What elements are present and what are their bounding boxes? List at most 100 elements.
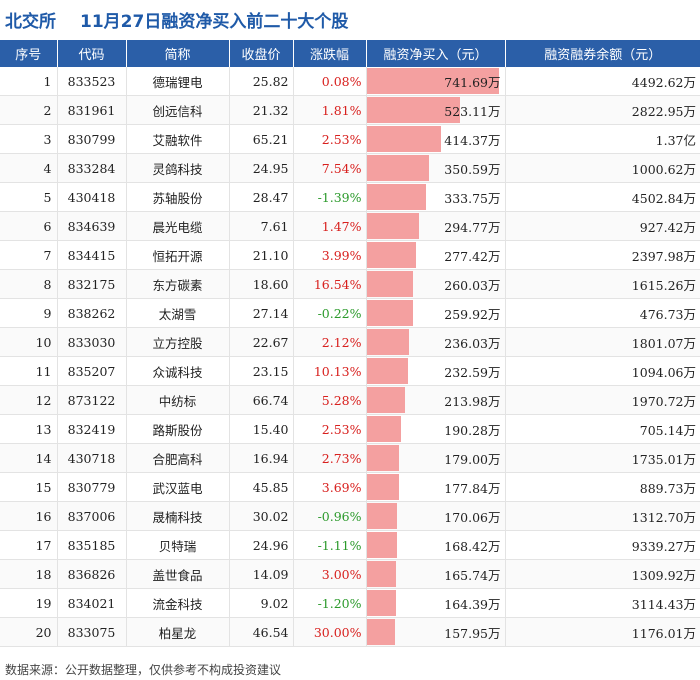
change-percent: 2.53% bbox=[293, 414, 367, 444]
brand-label: 北交所 bbox=[5, 12, 56, 32]
row-index: 18 bbox=[0, 559, 58, 589]
stock-code: 832419 bbox=[57, 414, 127, 444]
net-buy-cell: 260.03万 bbox=[366, 269, 506, 299]
stock-name: 流金科技 bbox=[126, 588, 230, 618]
net-buy-cell: 523.11万 bbox=[366, 95, 506, 125]
row-index: 5 bbox=[0, 182, 58, 212]
stock-name: 路斯股份 bbox=[126, 414, 230, 444]
change-percent: -1.39% bbox=[293, 182, 367, 212]
net-buy-cell: 190.28万 bbox=[366, 414, 506, 444]
stock-code: 873122 bbox=[57, 385, 127, 415]
row-index: 7 bbox=[0, 240, 58, 270]
row-index: 12 bbox=[0, 385, 58, 415]
close-price: 15.40 bbox=[229, 414, 294, 444]
net-buy-cell: 414.37万 bbox=[366, 124, 506, 154]
stock-name: 恒拓开源 bbox=[126, 240, 230, 270]
net-buy-bar bbox=[366, 358, 408, 384]
stock-name: 灵鸽科技 bbox=[126, 153, 230, 183]
net-buy-bar bbox=[366, 97, 460, 123]
row-index: 13 bbox=[0, 414, 58, 444]
net-buy-bar bbox=[366, 155, 429, 181]
stock-code: 830779 bbox=[57, 472, 127, 502]
margin-balance: 9339.27万 bbox=[505, 530, 700, 560]
stock-code: 430718 bbox=[57, 443, 127, 473]
stock-code: 834021 bbox=[57, 588, 127, 618]
stock-code: 835207 bbox=[57, 356, 127, 386]
col-header-name: 简称 bbox=[126, 40, 230, 67]
net-buy-bar bbox=[366, 590, 396, 616]
net-buy-value: 165.74万 bbox=[444, 567, 501, 583]
net-buy-value: 157.95万 bbox=[444, 625, 501, 641]
table-row: 7 834415 恒拓开源 21.10 3.99% 277.42万 2397.98万 bbox=[0, 240, 700, 270]
change-percent: 0.08% bbox=[293, 67, 367, 96]
net-buy-cell: 277.42万 bbox=[366, 240, 506, 270]
stock-code: 833075 bbox=[57, 617, 127, 647]
net-buy-cell: 179.00万 bbox=[366, 443, 506, 473]
change-percent: -0.96% bbox=[293, 501, 367, 531]
margin-balance: 1735.01万 bbox=[505, 443, 700, 473]
margin-balance: 476.73万 bbox=[505, 298, 700, 328]
stock-code: 835185 bbox=[57, 530, 127, 560]
stock-code: 834415 bbox=[57, 240, 127, 270]
change-percent: 1.47% bbox=[293, 211, 367, 241]
row-index: 2 bbox=[0, 95, 58, 125]
net-buy-cell: 170.06万 bbox=[366, 501, 506, 531]
stock-name: 立方控股 bbox=[126, 327, 230, 357]
stock-name: 盖世食品 bbox=[126, 559, 230, 589]
change-percent: 2.12% bbox=[293, 327, 367, 357]
table-row: 4 833284 灵鸽科技 24.95 7.54% 350.59万 1000.62万 bbox=[0, 153, 700, 183]
close-price: 7.61 bbox=[229, 211, 294, 241]
net-buy-value: 260.03万 bbox=[444, 277, 501, 293]
margin-balance: 1801.07万 bbox=[505, 327, 700, 357]
row-index: 16 bbox=[0, 501, 58, 531]
close-price: 65.21 bbox=[229, 124, 294, 154]
close-price: 18.60 bbox=[229, 269, 294, 299]
change-percent: -0.22% bbox=[293, 298, 367, 328]
stock-name: 武汉蓝电 bbox=[126, 472, 230, 502]
row-index: 14 bbox=[0, 443, 58, 473]
row-index: 19 bbox=[0, 588, 58, 618]
margin-balance: 1312.70万 bbox=[505, 501, 700, 531]
close-price: 14.09 bbox=[229, 559, 294, 589]
net-buy-bar bbox=[366, 561, 396, 587]
table-row: 15 830779 武汉蓝电 45.85 3.69% 177.84万 889.73万 bbox=[0, 472, 700, 502]
close-price: 45.85 bbox=[229, 472, 294, 502]
table-row: 17 835185 贝特瑞 24.96 -1.11% 168.42万 9339.27万 bbox=[0, 530, 700, 560]
change-percent: 7.54% bbox=[293, 153, 367, 183]
net-buy-bar bbox=[366, 387, 405, 413]
change-percent: 3.69% bbox=[293, 472, 367, 502]
margin-balance: 705.14万 bbox=[505, 414, 700, 444]
stock-code: 830799 bbox=[57, 124, 127, 154]
close-price: 9.02 bbox=[229, 588, 294, 618]
margin-balance: 1970.72万 bbox=[505, 385, 700, 415]
net-buy-bar bbox=[366, 474, 399, 500]
table-row: 12 873122 中纺标 66.74 5.28% 213.98万 1970.72万 bbox=[0, 385, 700, 415]
row-index: 8 bbox=[0, 269, 58, 299]
close-price: 25.82 bbox=[229, 67, 294, 96]
stock-name: 艾融软件 bbox=[126, 124, 230, 154]
net-buy-value: 236.03万 bbox=[444, 335, 501, 351]
stock-code: 430418 bbox=[57, 182, 127, 212]
change-percent: 30.00% bbox=[293, 617, 367, 647]
margin-balance: 3114.43万 bbox=[505, 588, 700, 618]
table-row: 11 835207 众诚科技 23.15 10.13% 232.59万 1094.06万 bbox=[0, 356, 700, 386]
close-price: 21.10 bbox=[229, 240, 294, 270]
net-buy-cell: 350.59万 bbox=[366, 153, 506, 183]
margin-balance: 1000.62万 bbox=[505, 153, 700, 183]
table-body: 1 833523 德瑞锂电 25.82 0.08% 741.69万 4492.62万 2 831… bbox=[0, 67, 700, 647]
stock-code: 837006 bbox=[57, 501, 127, 531]
close-price: 24.96 bbox=[229, 530, 294, 560]
net-buy-value: 259.92万 bbox=[444, 306, 501, 322]
close-price: 21.32 bbox=[229, 95, 294, 125]
row-index: 15 bbox=[0, 472, 58, 502]
net-buy-value: 277.42万 bbox=[444, 248, 501, 264]
net-buy-cell: 165.74万 bbox=[366, 559, 506, 589]
net-buy-bar bbox=[366, 503, 397, 529]
stock-code: 831961 bbox=[57, 95, 127, 125]
stock-name: 中纺标 bbox=[126, 385, 230, 415]
net-buy-cell: 157.95万 bbox=[366, 617, 506, 647]
stock-name: 东方碳素 bbox=[126, 269, 230, 299]
margin-balance: 889.73万 bbox=[505, 472, 700, 502]
table-row: 16 837006 晟楠科技 30.02 -0.96% 170.06万 1312.70万 bbox=[0, 501, 700, 531]
stock-code: 833284 bbox=[57, 153, 127, 183]
